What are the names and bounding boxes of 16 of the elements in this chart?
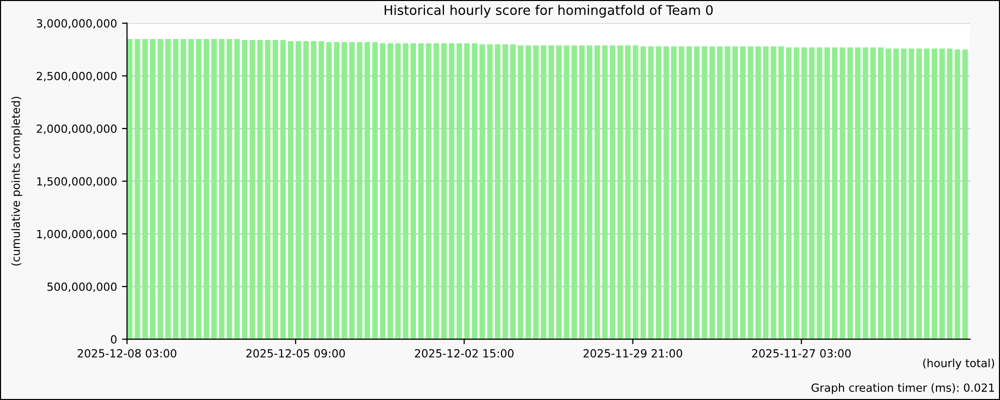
y-tick-label: 2,000,000,000: [36, 124, 117, 134]
x-tick-label: 2025-12-08 03:00: [78, 349, 176, 358]
y-tick-label: 0: [110, 335, 117, 344]
x-tick-label: 2025-11-27 03:00: [752, 349, 851, 358]
y-tick-label: 500,000,000: [47, 282, 117, 292]
text: Graph creation timer (ms): 0.021: [812, 383, 994, 394]
y-tick-label: 1,000,000,000: [37, 230, 117, 240]
x-tick-label: 2025-12-02 15:00: [414, 349, 514, 358]
x-axis-title: (hourly total): [923, 358, 994, 370]
y-tick-label: 3,000,000,000: [36, 19, 117, 29]
y-axis-title: (cumulative points completed): [11, 96, 22, 266]
chart-title: Historical hourly score for homingatfold of Team 0: [384, 4, 713, 18]
y-tick-label: 2,500,000,000: [36, 72, 117, 82]
x-tick-label: 2025-11-29 21:00: [584, 349, 682, 358]
x-tick-label: 2025-12-05 09:00: [246, 349, 345, 358]
y-tick-label: 1,500,000,000: [37, 177, 117, 187]
